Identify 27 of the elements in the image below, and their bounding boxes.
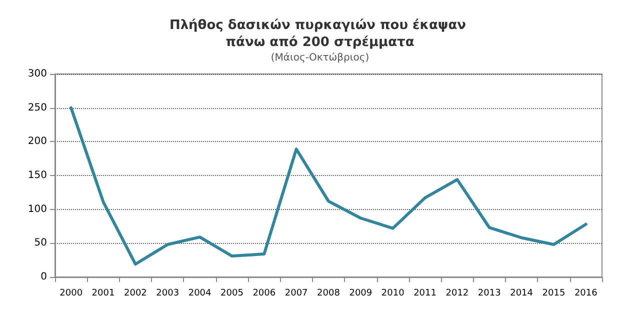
y-tick-label: 0 [40, 272, 47, 282]
x-tick-label: 2006 [252, 288, 276, 298]
chart-subtitle: (Μάιος-Οκτώβριος) [270, 52, 370, 64]
y-tick-label: 200 [28, 136, 47, 148]
x-tick-label: 2012 [446, 288, 469, 298]
x-tick-label: 2007 [284, 288, 308, 298]
x-tick-label: 2005 [220, 288, 244, 298]
y-tick-label: 250 [28, 102, 47, 114]
x-tick-label: 2016 [574, 288, 598, 298]
x-tick-label: 2015 [542, 288, 566, 298]
x-tick-label: 2014 [510, 288, 534, 298]
x-tick-label: 2001 [92, 288, 115, 298]
line-series [70, 106, 588, 266]
x-tick-label: 2003 [156, 288, 180, 298]
y-tick-label: 100 [28, 204, 47, 215]
y-tick-label: 300 [28, 68, 47, 80]
x-tick-label: 2004 [188, 288, 212, 298]
x-tick-label: 2000 [60, 288, 83, 298]
x-tick-label: 2002 [124, 288, 147, 298]
x-tick-label: 2008 [317, 288, 340, 298]
x-tick-label: 2010 [381, 288, 405, 298]
y-tick-label: 150 [28, 170, 47, 181]
x-tick-label: 2009 [349, 288, 372, 298]
x-tick-label: 2013 [478, 288, 501, 298]
chart-title: Πλήθος δασικών πυρκαγιών που έκαψαν πάνω από 200 στρέμματα [169, 18, 471, 50]
y-tick-label: 50 [34, 238, 47, 249]
x-tick-label: 2011 [414, 288, 436, 298]
